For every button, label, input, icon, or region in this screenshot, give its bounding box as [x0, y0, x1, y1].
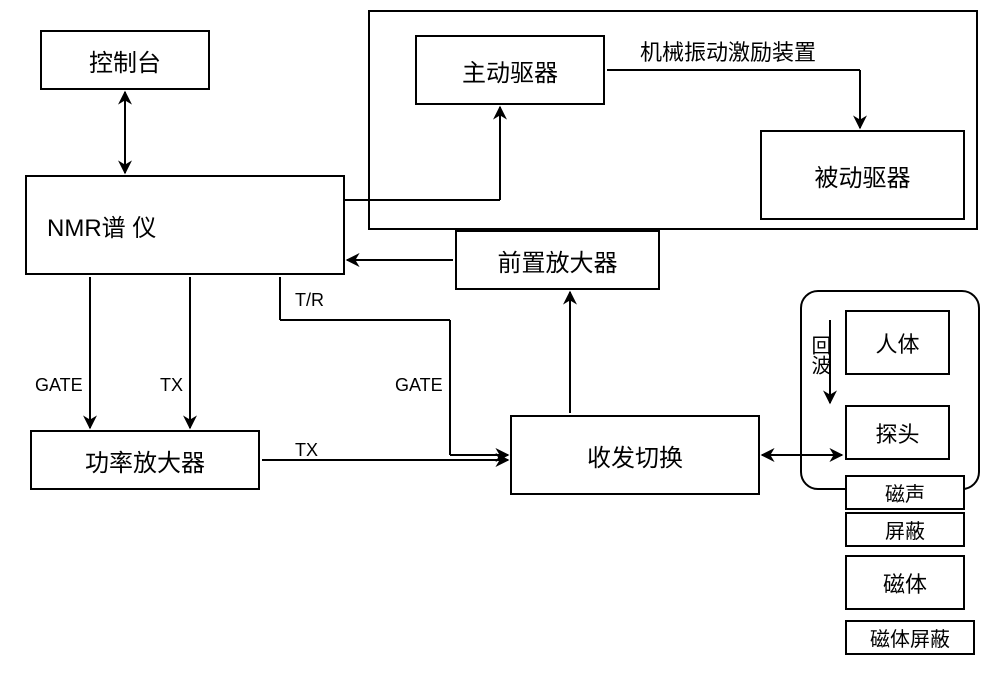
magsound-box: 磁声	[845, 475, 965, 510]
magnetshield-box: 磁体屏蔽	[845, 620, 975, 655]
magnet-label: 磁体	[883, 567, 927, 599]
tx2-label: TX	[295, 440, 318, 461]
shield-label: 屏蔽	[885, 515, 925, 544]
preamp-box: 前置放大器	[455, 230, 660, 290]
active-driver-box: 主动驱器	[415, 35, 605, 105]
console-box: 控制台	[40, 30, 210, 90]
trswitch-label: 收发切换	[587, 438, 683, 473]
gate1-label: GATE	[35, 375, 83, 396]
magnetshield-label: 磁体屏蔽	[870, 623, 950, 652]
probe-label: 探头	[875, 417, 919, 449]
tx1-label: TX	[160, 375, 183, 396]
nmr-box: NMR谱 仪	[25, 175, 345, 275]
magnet-box: 磁体	[845, 555, 965, 610]
magsound-label: 磁声	[885, 478, 925, 507]
passive-driver-label: 被动驱器	[815, 158, 911, 193]
tr-label: T/R	[295, 290, 324, 311]
poweramp-label: 功率放大器	[85, 443, 205, 478]
preamp-label: 前置放大器	[498, 243, 618, 278]
body-box: 人体	[845, 310, 950, 375]
poweramp-box: 功率放大器	[30, 430, 260, 490]
shield-box: 屏蔽	[845, 512, 965, 547]
echo-label: 回波	[805, 335, 834, 375]
trswitch-box: 收发切换	[510, 415, 760, 495]
nmr-label: NMR谱 仪	[47, 208, 156, 243]
body-label: 人体	[875, 327, 919, 359]
passive-driver-box: 被动驱器	[760, 130, 965, 220]
probe-box: 探头	[845, 405, 950, 460]
vibration-title-label: 机械振动激励装置	[640, 35, 816, 67]
gate2-label: GATE	[395, 375, 443, 396]
active-driver-label: 主动驱器	[462, 53, 558, 88]
console-label: 控制台	[89, 43, 161, 78]
